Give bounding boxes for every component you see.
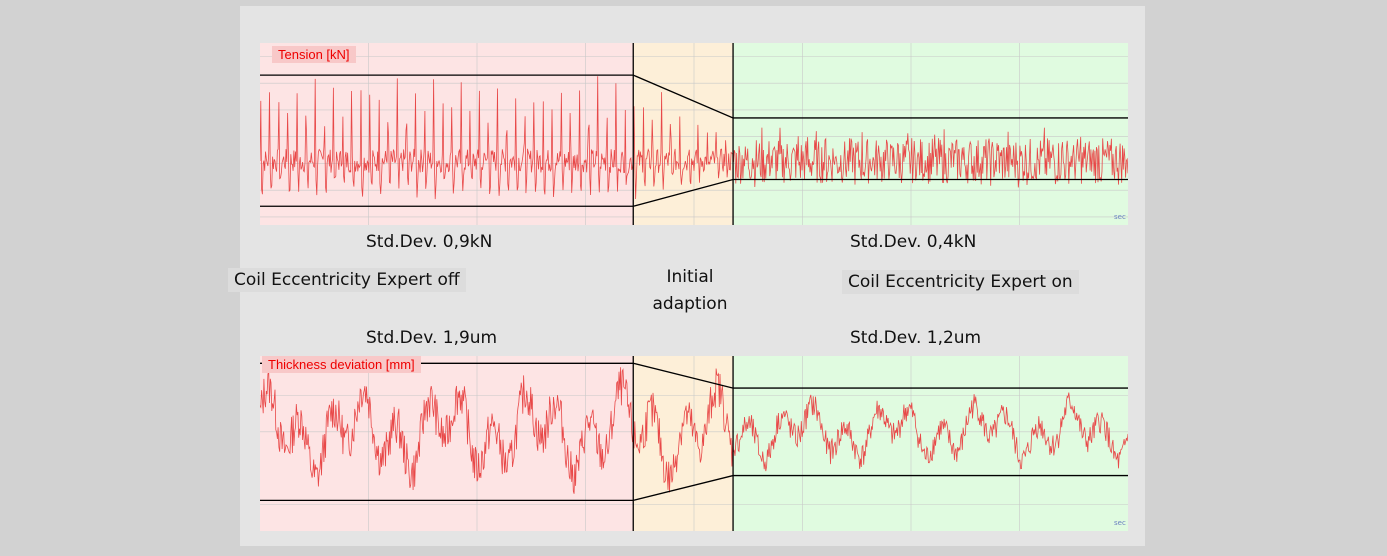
adaption-label-line2: adaption [652, 294, 728, 314]
std-dev-bot-left: Std.Dev. 1,9um [366, 328, 498, 348]
phase-on-region [733, 356, 1128, 531]
std-dev-top-right: Std.Dev. 0,4kN [850, 232, 977, 252]
mode-off-label: Coil Eccentricity Expert off [228, 268, 466, 292]
phase-adaption-region [633, 43, 734, 225]
signal-series [260, 367, 1128, 494]
tension-chart: 22232425262728sec [260, 43, 1128, 225]
std-dev-bot-right: Std.Dev. 1,2um [850, 328, 982, 348]
upper-envelope [260, 362, 1128, 389]
mode-on-label: Coil Eccentricity Expert on [842, 270, 1079, 294]
lower-envelope [260, 178, 1128, 207]
phase-adaption-region [633, 356, 734, 531]
adaption-label-line1: Initial [666, 267, 714, 287]
signal-series [260, 76, 1128, 200]
lower-envelope [260, 474, 1128, 502]
adaption-label: Initial adaption [640, 264, 740, 318]
phase-on-region [733, 43, 1128, 225]
x-unit-label: sec [1114, 213, 1126, 221]
upper-envelope [260, 74, 1128, 119]
x-unit-label: sec [1114, 519, 1126, 527]
tension-chart-title: Tension [kN] [272, 46, 356, 63]
thickness-chart-title: Thickness deviation [mm] [262, 356, 421, 373]
thickness-chart: 0.00250-0.0050sec [260, 356, 1128, 531]
phase-off-region [260, 43, 634, 225]
std-dev-top-left: Std.Dev. 0,9kN [366, 232, 493, 252]
